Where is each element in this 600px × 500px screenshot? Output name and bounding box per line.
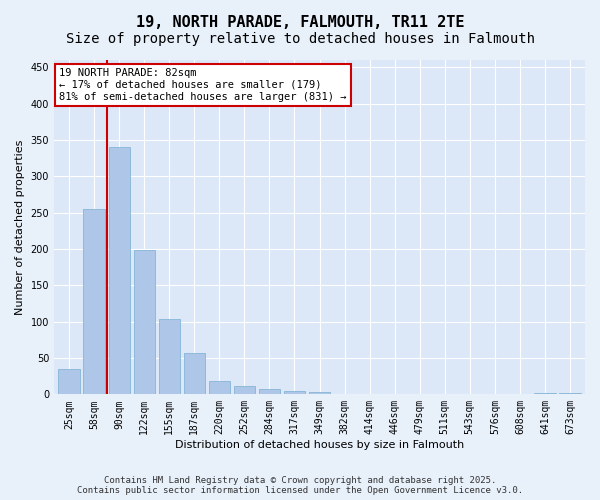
Bar <box>309 392 330 394</box>
Text: Contains HM Land Registry data © Crown copyright and database right 2025.
Contai: Contains HM Land Registry data © Crown c… <box>77 476 523 495</box>
Text: Size of property relative to detached houses in Falmouth: Size of property relative to detached ho… <box>65 32 535 46</box>
Bar <box>259 388 280 394</box>
Bar <box>83 209 105 394</box>
Bar <box>158 320 180 394</box>
Bar <box>284 390 305 394</box>
Bar <box>534 393 556 394</box>
Bar <box>234 386 255 394</box>
Bar <box>109 147 130 394</box>
Text: 19 NORTH PARADE: 82sqm
← 17% of detached houses are smaller (179)
81% of semi-de: 19 NORTH PARADE: 82sqm ← 17% of detached… <box>59 68 347 102</box>
Text: 19, NORTH PARADE, FALMOUTH, TR11 2TE: 19, NORTH PARADE, FALMOUTH, TR11 2TE <box>136 15 464 30</box>
Bar <box>134 250 155 394</box>
Bar <box>209 382 230 394</box>
Bar <box>559 393 581 394</box>
X-axis label: Distribution of detached houses by size in Falmouth: Distribution of detached houses by size … <box>175 440 464 450</box>
Bar <box>184 353 205 395</box>
Bar <box>58 369 80 394</box>
Y-axis label: Number of detached properties: Number of detached properties <box>15 140 25 315</box>
